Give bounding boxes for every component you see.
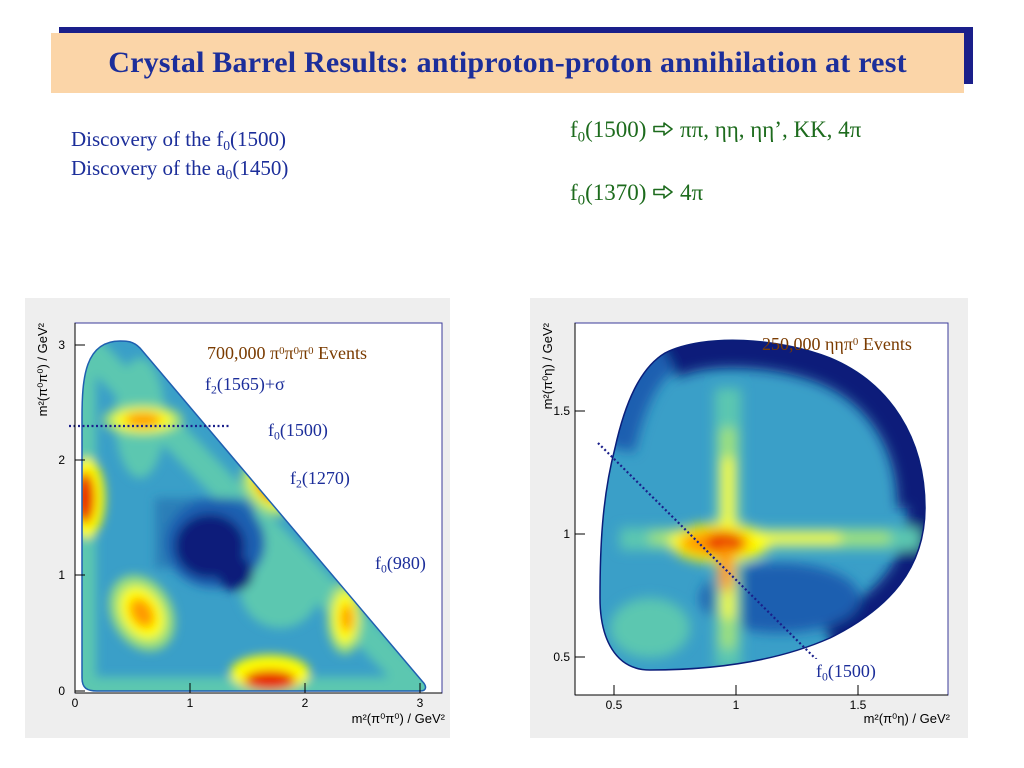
dalitz-plot-left-canvas: 0 1 2 3 0 1 2 3 m²(π⁰π⁰) / GeV² m²(π⁰π⁰)… bbox=[35, 322, 446, 726]
label-f0-1500-left: f0(1500) bbox=[230, 417, 383, 443]
x-axis-label: m²(π⁰π⁰) / GeV² bbox=[352, 711, 446, 726]
decay-line-2: f0(1370) 4π bbox=[570, 180, 704, 209]
events-count-right: 250,000 ηηπ0 Events bbox=[762, 334, 912, 354]
right-arrow-icon bbox=[653, 185, 674, 199]
y-tick-label: 3 bbox=[58, 338, 65, 352]
label-f0-1500-right: f0(1500) bbox=[810, 659, 905, 684]
x-tick-label: 1 bbox=[733, 698, 740, 712]
f0-1500-band-line bbox=[597, 442, 831, 674]
y-axis-label: m²(π⁰η) / GeV² bbox=[540, 322, 555, 409]
dalitz-plot-right-canvas: 0.5 1 1.5 0.5 1 1.5 m²(π⁰η) / GeV² m²(π⁰… bbox=[540, 322, 951, 726]
x-tick-label: 1.5 bbox=[850, 698, 867, 712]
label-f2-1270: f2(1270) bbox=[290, 468, 350, 491]
x-tick-label: 0 bbox=[72, 696, 79, 710]
decay-line-1: f0(1500) ππ, ηη, ηη’, KK, 4π bbox=[570, 117, 862, 146]
title-banner: Crystal Barrel Results: antiproton-proto… bbox=[51, 33, 964, 93]
y-tick-label: 0 bbox=[58, 684, 65, 698]
x-axis-label: m²(π⁰η) / GeV² bbox=[864, 711, 951, 726]
label-f2-1565: f2(1565)+σ bbox=[205, 374, 285, 397]
label-f0-980: f0(980) bbox=[375, 553, 426, 576]
y-tick-label: 0.5 bbox=[553, 650, 570, 664]
discovery-line-1: Discovery of the f0(1500) bbox=[71, 127, 287, 154]
y-tick-label: 1 bbox=[563, 527, 570, 541]
dalitz-plot-left: 0 1 2 3 0 1 2 3 m²(π⁰π⁰) / GeV² m²(π⁰π⁰)… bbox=[25, 298, 450, 738]
discovery-line-2: Discovery of the a0(1450) bbox=[71, 156, 289, 183]
x-tick-label: 2 bbox=[302, 696, 309, 710]
x-tick-label: 0.5 bbox=[606, 698, 623, 712]
events-count-left: 700,000 π0π0π0 Events bbox=[207, 343, 367, 363]
y-tick-label: 1.5 bbox=[553, 404, 570, 418]
y-tick-label: 2 bbox=[58, 453, 65, 467]
y-axis-label: m²(π⁰π⁰) / GeV² bbox=[35, 322, 50, 416]
x-tick-label: 1 bbox=[187, 696, 194, 710]
slide-title: Crystal Barrel Results: antiproton-proto… bbox=[108, 46, 907, 79]
dalitz-plot-right: 0.5 1 1.5 0.5 1 1.5 m²(π⁰η) / GeV² m²(π⁰… bbox=[530, 298, 968, 738]
x-tick-label: 3 bbox=[417, 696, 424, 710]
right-arrow-icon bbox=[653, 122, 674, 136]
y-tick-label: 1 bbox=[58, 568, 65, 582]
